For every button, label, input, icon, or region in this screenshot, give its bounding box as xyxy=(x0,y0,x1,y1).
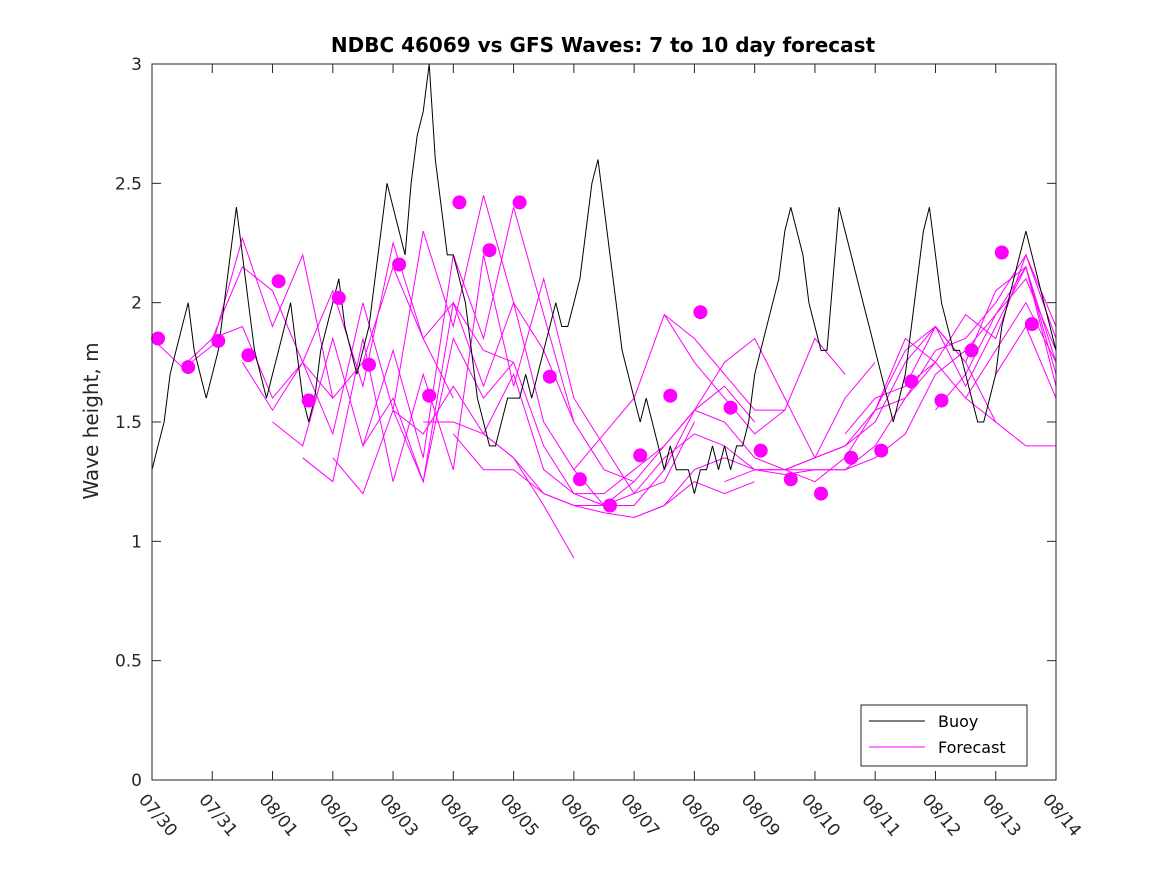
forecast-marker-17 xyxy=(663,388,678,403)
forecast-marker-12 xyxy=(512,195,527,210)
x-tick-label: 08/09 xyxy=(737,790,784,840)
forecast-marker-20 xyxy=(753,443,768,458)
forecast-marker-23 xyxy=(844,450,859,465)
legend: Buoy Forecast xyxy=(860,704,1028,767)
x-tick-label: 08/10 xyxy=(797,790,844,840)
forecast-marker-6 xyxy=(331,290,346,305)
x-tick-label: 08/08 xyxy=(677,790,724,840)
forecast-series-line-12 xyxy=(633,481,755,518)
x-tick-label: 08/12 xyxy=(918,790,965,840)
x-tick-label: 07/31 xyxy=(194,790,241,840)
forecast-marker-10 xyxy=(452,195,467,210)
forecast-marker-16 xyxy=(633,448,648,463)
forecast-marker-22 xyxy=(814,486,828,501)
x-tick-label: 08/01 xyxy=(255,790,302,840)
y-tick-label: 3 xyxy=(131,55,142,75)
forecast-marker-0 xyxy=(151,331,165,346)
y-tick-label: 2 xyxy=(131,294,142,314)
y-tick-label: 1.5 xyxy=(115,413,142,433)
plot-area xyxy=(152,64,1056,780)
x-tick-label: 08/03 xyxy=(375,790,422,840)
forecast-marker-24 xyxy=(874,443,889,458)
forecast-marker-15 xyxy=(603,498,617,513)
forecast-marker-25 xyxy=(904,374,919,389)
x-tick-label: 08/11 xyxy=(857,790,904,840)
forecast-series-line-18 xyxy=(904,253,1057,387)
forecast-series-line-17 xyxy=(874,266,1057,411)
forecast-series-line-11 xyxy=(483,433,575,559)
forecast-series-line-3 xyxy=(241,195,575,436)
y-tick-label: 0.5 xyxy=(115,652,142,672)
legend-box xyxy=(860,704,1028,767)
forecast-marker-1 xyxy=(181,360,196,375)
forecast-marker-8 xyxy=(392,257,407,272)
legend-label-buoy: Buoy xyxy=(938,712,978,731)
forecast-series-line-20 xyxy=(965,301,1057,399)
forecast-marker-21 xyxy=(783,472,798,487)
x-tick-label: 08/13 xyxy=(978,790,1025,840)
forecast-series-line-22 xyxy=(573,313,786,471)
forecast-marker-28 xyxy=(994,245,1009,260)
forecast-marker-3 xyxy=(241,348,256,363)
x-tick-label: 08/06 xyxy=(556,790,603,840)
x-tick-label: 08/02 xyxy=(315,790,362,840)
forecast-marker-27 xyxy=(964,343,979,358)
forecast-marker-13 xyxy=(542,369,557,384)
legend-label-forecast: Forecast xyxy=(938,738,1006,757)
forecast-marker-5 xyxy=(301,393,316,408)
x-tick-label: 07/30 xyxy=(134,790,181,840)
y-tick-label: 2.5 xyxy=(115,174,142,194)
x-tick-label: 08/07 xyxy=(616,790,663,840)
x-tick-label: 08/04 xyxy=(436,790,483,840)
forecast-marker-14 xyxy=(572,472,587,487)
forecast-series-line-23 xyxy=(663,314,846,411)
forecast-marker-11 xyxy=(482,243,497,258)
forecast-markers xyxy=(151,195,1039,513)
x-tick-label: 08/14 xyxy=(1038,790,1085,840)
forecast-marker-4 xyxy=(271,274,286,289)
forecast-series-line-19 xyxy=(935,277,1057,411)
y-tick-label: 1 xyxy=(131,532,142,552)
forecast-marker-18 xyxy=(693,305,708,320)
x-tick-label: 08/05 xyxy=(496,790,543,840)
forecast-series-line-6 xyxy=(332,300,756,506)
forecast-series-line-2 xyxy=(212,241,514,400)
y-axis-label: Wave height, m xyxy=(79,342,103,499)
forecast-marker-26 xyxy=(934,393,949,408)
y-axis-ticks: 0 0.5 1 1.5 2 2.5 3 xyxy=(115,55,1056,791)
y-tick-label: 0 xyxy=(131,771,142,791)
chart-title: NDBC 46069 vs GFS Waves: 7 to 10 day for… xyxy=(331,33,876,57)
forecast-marker-7 xyxy=(362,357,376,372)
forecast-marker-19 xyxy=(723,400,738,415)
forecast-series-line-16 xyxy=(844,265,1057,435)
forecast-marker-9 xyxy=(422,388,437,403)
forecast-marker-29 xyxy=(1024,317,1039,332)
forecast-marker-2 xyxy=(211,333,226,348)
